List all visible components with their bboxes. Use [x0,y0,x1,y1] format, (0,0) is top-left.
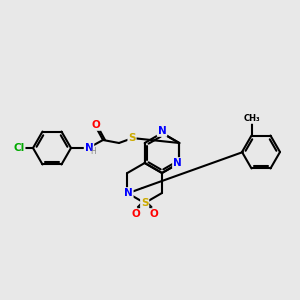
Text: CH₃: CH₃ [243,114,260,123]
Text: N: N [173,158,182,168]
Text: O: O [131,209,140,219]
Text: N: N [85,143,93,153]
Text: O: O [92,120,100,130]
Text: O: O [149,209,158,219]
Text: Cl: Cl [14,143,25,153]
Text: H: H [90,148,96,157]
Text: S: S [141,198,148,208]
Text: S: S [128,133,136,143]
Text: N: N [158,126,166,136]
Text: N: N [124,188,133,198]
